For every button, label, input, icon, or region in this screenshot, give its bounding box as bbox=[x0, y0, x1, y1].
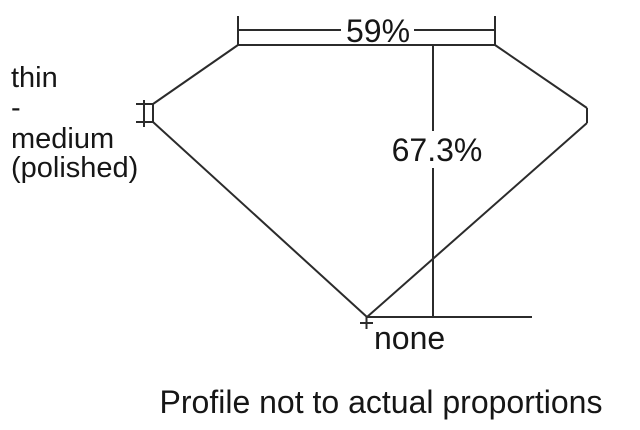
girdle-thickness-bracket-icon bbox=[136, 100, 153, 127]
girdle-label-line-1: thin bbox=[11, 62, 58, 94]
girdle-label: thin - medium (polished) bbox=[11, 62, 138, 184]
girdle-label-line-2: - bbox=[11, 92, 21, 124]
crown-edge-right bbox=[494, 44, 588, 109]
table-percent-label: 59% bbox=[346, 13, 410, 49]
pavilion-edge-left bbox=[152, 121, 368, 318]
girdle-label-line-3: medium bbox=[11, 123, 114, 155]
caption: Profile not to actual proportions bbox=[160, 384, 603, 420]
culet-label: none bbox=[374, 320, 445, 356]
girdle-label-line-4: (polished) bbox=[11, 152, 138, 184]
depth-percent-label: 67.3% bbox=[392, 132, 483, 168]
crown-edge-left bbox=[152, 44, 239, 105]
pavilion-edge-right bbox=[366, 122, 588, 318]
culet-cross-icon bbox=[360, 317, 373, 329]
